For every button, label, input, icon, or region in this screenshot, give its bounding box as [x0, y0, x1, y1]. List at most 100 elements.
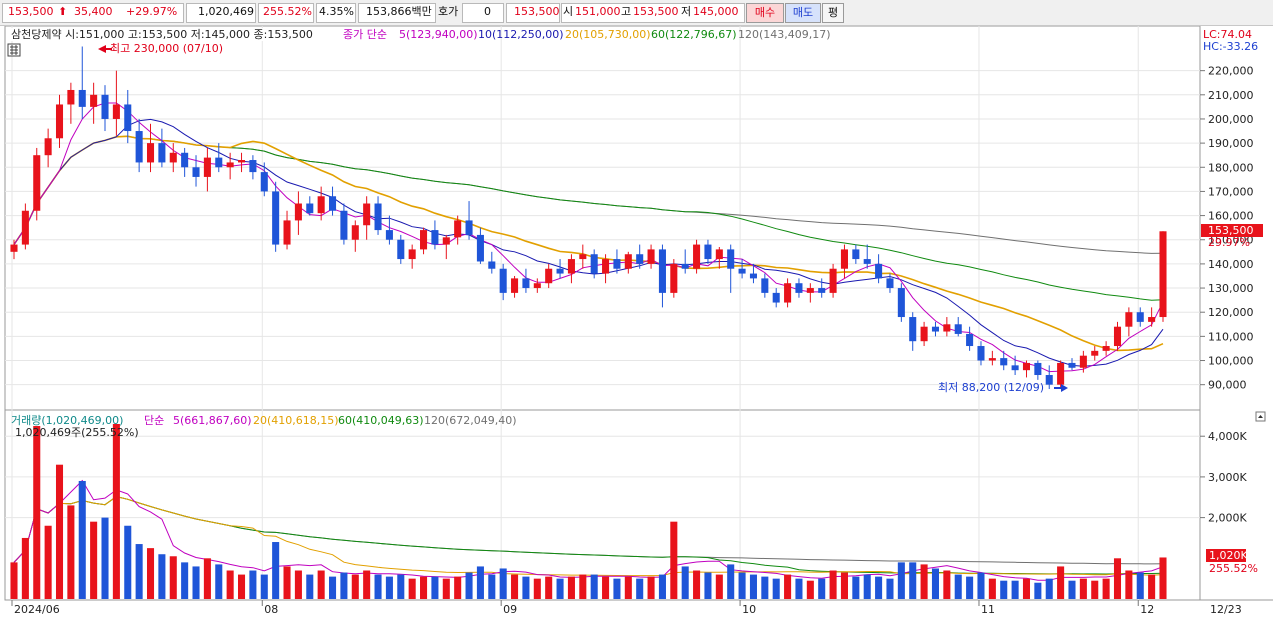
volume-bar — [135, 544, 143, 599]
candle-body — [1125, 312, 1133, 327]
candle-body — [658, 249, 666, 293]
volume-tick-label: 3,000K — [1208, 471, 1247, 484]
candle-body — [146, 143, 155, 163]
volume-bar — [704, 572, 712, 599]
y-tick-label: 100,000 — [1208, 355, 1254, 368]
candle-body — [1022, 362, 1031, 371]
volume-bar — [1000, 580, 1008, 599]
volume-bar — [283, 566, 291, 599]
high-label: 고 — [621, 5, 632, 18]
vol-ma5-legend: 5(661,867,60) — [173, 414, 252, 427]
volume-bar — [192, 566, 200, 599]
volume-bar — [340, 572, 348, 599]
candle-body — [283, 220, 291, 245]
candle-body — [806, 288, 814, 293]
volume-bar — [772, 578, 780, 599]
candle-body — [1057, 362, 1065, 385]
candle-body — [545, 268, 553, 284]
candle-body — [715, 249, 723, 260]
volume-bar — [977, 572, 985, 599]
vol-ma120-legend: 120(672,049,40) — [424, 414, 517, 427]
volume-bar — [272, 542, 280, 599]
candle-body — [1000, 358, 1008, 366]
volume-bar — [408, 578, 416, 599]
candle-body — [909, 317, 917, 342]
candle-body — [363, 203, 371, 226]
volume-bar — [1022, 578, 1031, 599]
candle-body — [215, 157, 223, 168]
volume-bar — [169, 556, 177, 599]
buy-button[interactable]: 매수 — [746, 3, 784, 23]
volume-tick-label: 4,000K — [1208, 430, 1247, 443]
candle-body — [488, 261, 496, 269]
y-tick-label: 90,000 — [1208, 379, 1247, 392]
volume-bar — [966, 576, 974, 599]
candle-body — [977, 346, 985, 361]
volume-bar — [806, 580, 814, 599]
price-change: 35,400 — [74, 5, 113, 18]
candle-body — [522, 278, 530, 289]
candle-body — [602, 259, 610, 274]
x-axis-labels: 2024/06 08 09 10 11 12 — [11, 600, 1154, 616]
x-tick-label: 2024/06 — [14, 603, 60, 616]
volume-bar — [954, 574, 962, 599]
sell-button[interactable]: 매도 — [785, 3, 821, 23]
quote-value-box — [462, 3, 504, 23]
max-price-annotation: 최고 230,000 (07/10) — [110, 42, 223, 55]
candle-body — [693, 244, 701, 269]
flat-button[interactable]: 평 — [822, 3, 844, 23]
volume-bar — [374, 574, 382, 599]
x-tick-label: 12 — [1140, 603, 1154, 616]
volume-bar — [852, 576, 860, 599]
volume-bar — [1045, 578, 1053, 599]
volume-bar — [1113, 558, 1122, 599]
volume-bar — [784, 574, 792, 599]
volume-bar — [886, 578, 894, 599]
turnover-box — [316, 3, 356, 23]
volume-bar — [579, 574, 587, 599]
candle-body — [420, 230, 428, 250]
candle-body — [78, 89, 86, 107]
volume-bar — [363, 570, 371, 599]
volume-bar — [829, 570, 837, 599]
candle-body — [829, 268, 837, 293]
candle-body — [988, 358, 996, 361]
x-tick-label: 11 — [981, 603, 995, 616]
candle-body — [943, 324, 951, 332]
candle-body — [1034, 362, 1042, 376]
candle-body — [33, 155, 41, 211]
volume-bar — [67, 505, 75, 599]
ma20-legend: 20(105,730,00) — [565, 28, 651, 41]
x-axis-right-date: 12/23 — [1210, 603, 1242, 616]
volume-bar — [647, 576, 655, 599]
candle-body — [203, 157, 211, 177]
candle-body — [1148, 317, 1156, 322]
ma60-legend: 60(122,796,67) — [651, 28, 737, 41]
volume-value: 1,020,469 — [198, 5, 254, 18]
candle-body — [1136, 312, 1144, 322]
volume-bar — [897, 562, 905, 599]
volume-bar — [943, 570, 951, 599]
volume-legend-title: 거래량(1,020,469,00) — [11, 414, 123, 427]
candle-body — [226, 162, 234, 168]
candle-body — [169, 152, 177, 163]
candle-body — [613, 259, 621, 269]
turnover-ratio: 4.35% — [319, 5, 354, 18]
candle-body — [124, 104, 132, 132]
volume-bar — [840, 572, 848, 599]
candle-body — [21, 210, 29, 245]
candle-body — [317, 196, 325, 214]
volume-pct: 255.52% — [263, 5, 312, 18]
candlesticks — [10, 46, 1167, 390]
open-label: 시 — [563, 5, 574, 18]
price-panel-frame — [4, 26, 1201, 411]
candle-body — [1091, 350, 1099, 356]
y-tick-label: 130,000 — [1208, 282, 1254, 295]
volume-bar — [761, 576, 769, 599]
ma10-line — [13, 118, 1164, 367]
volume-bar — [613, 578, 621, 599]
volume-ma-label: 단순 — [144, 414, 164, 427]
volume-bar — [1125, 570, 1133, 599]
volume-bar — [818, 578, 826, 599]
volume-bar — [931, 568, 940, 599]
